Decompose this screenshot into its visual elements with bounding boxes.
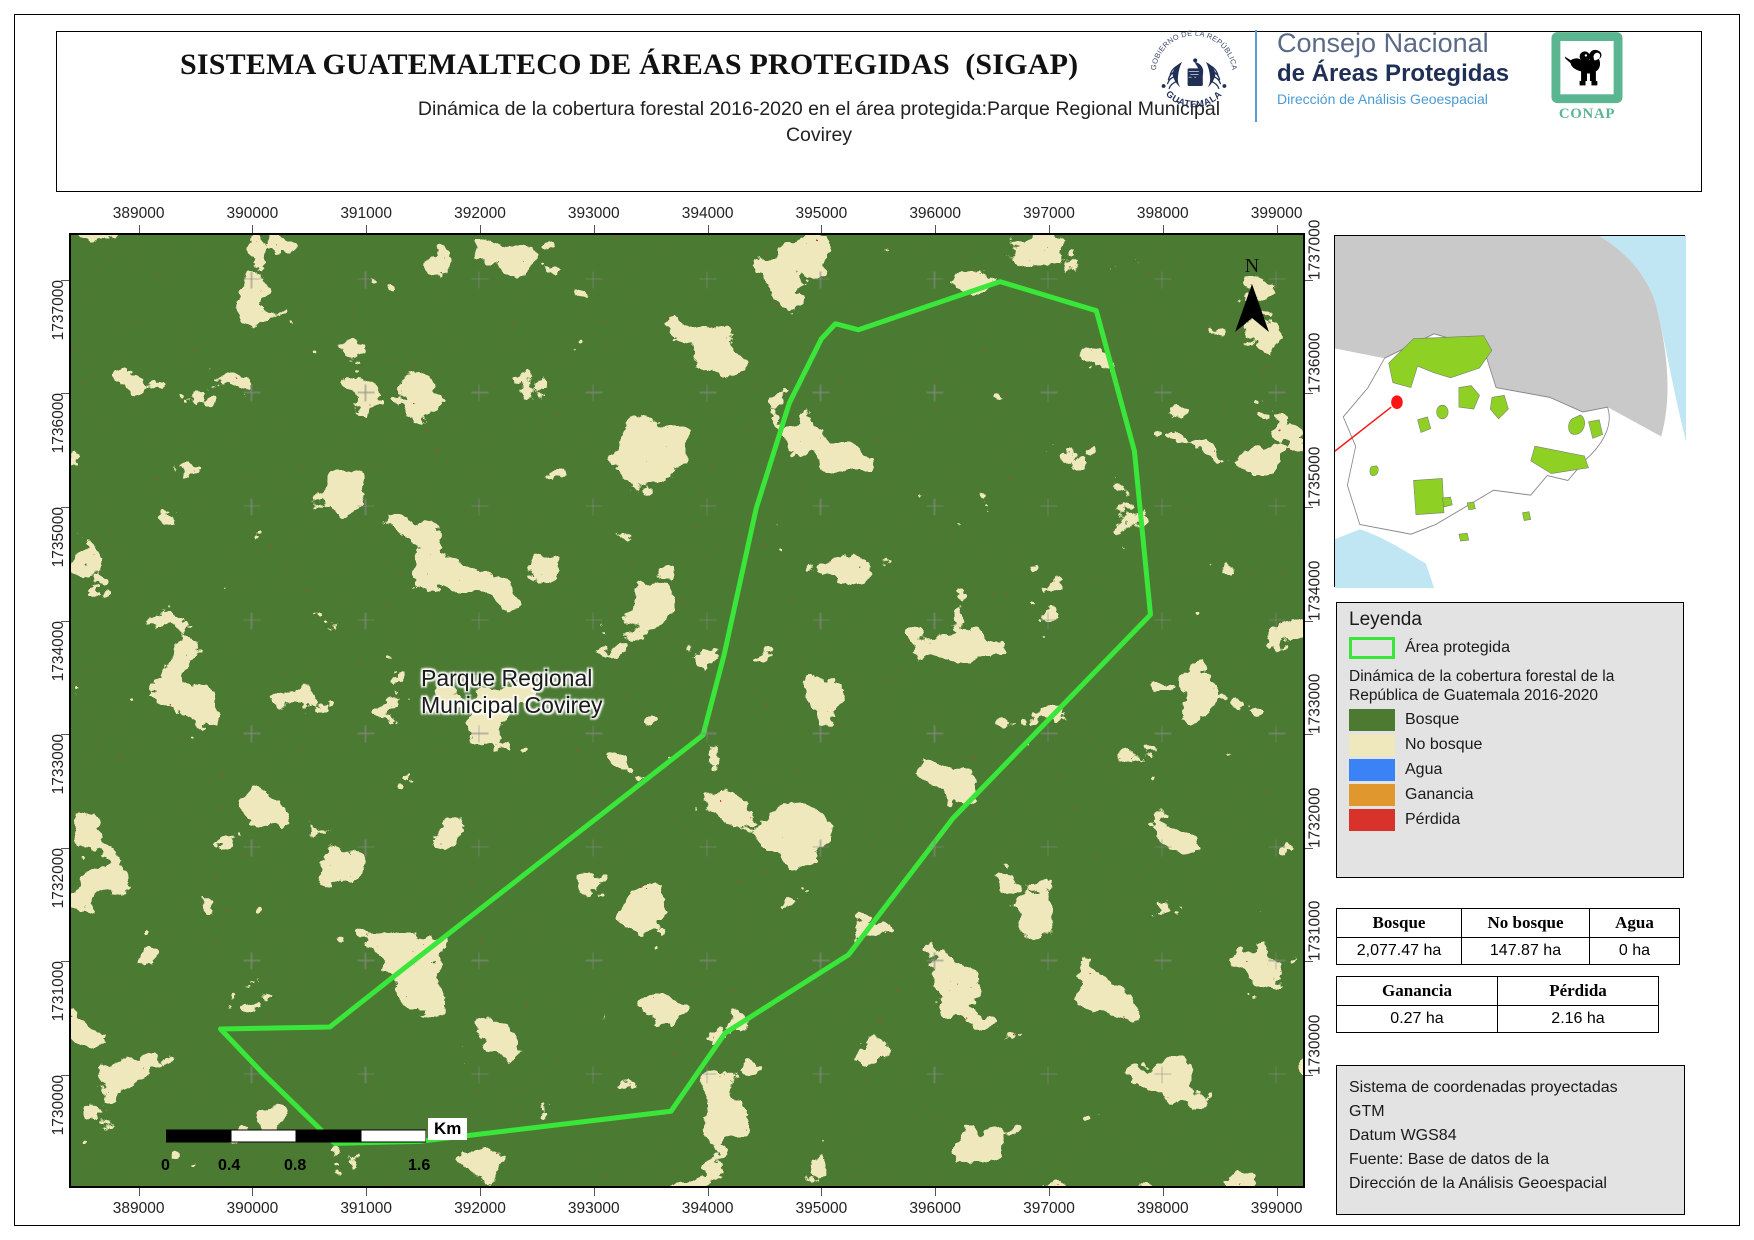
svg-text:GUATEMALA: GUATEMALA — [1164, 89, 1224, 109]
svg-text:GOBIERNO DE LA REPÚBLICA: GOBIERNO DE LA REPÚBLICA — [1149, 29, 1239, 71]
svg-text:CONAP: CONAP — [1559, 106, 1615, 122]
